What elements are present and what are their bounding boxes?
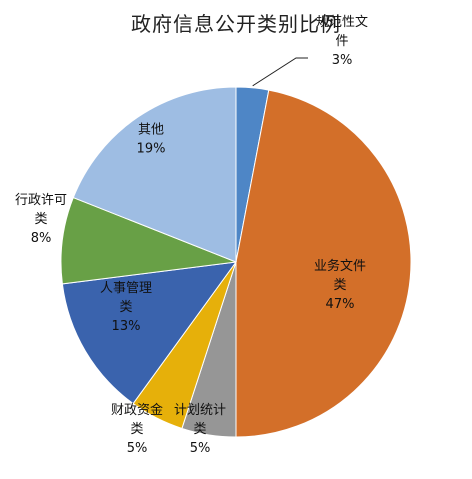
slice-label-2: 业务文件类 47% bbox=[314, 258, 366, 312]
pie-slice-5 bbox=[61, 261, 238, 405]
slice-label-7: 其他 19% bbox=[137, 123, 166, 157]
leader-lines bbox=[252, 57, 308, 87]
slice-label-5: 人事管理类 13% bbox=[100, 281, 152, 334]
slice-label-1: 规范性文件 3% bbox=[316, 15, 368, 68]
slice-label-3: 计划统计类 5% bbox=[174, 403, 226, 456]
pie-slices bbox=[60, 86, 412, 438]
pie-slice-2 bbox=[235, 89, 412, 438]
slice-label-4: 财政资金类 5% bbox=[111, 402, 163, 456]
slice-label-6: 行政许可类 8% bbox=[15, 193, 67, 246]
leader-line-1 bbox=[252, 57, 308, 87]
pie-slice-7 bbox=[72, 86, 237, 263]
slice-labels: 规范性文件 3% 业务文件类 47% 计划统计类 5%财政资金类 5% 人事管理类 13% 行政许… bbox=[15, 15, 368, 456]
chart-title: 政府信息公开类别比例 bbox=[131, 12, 341, 36]
